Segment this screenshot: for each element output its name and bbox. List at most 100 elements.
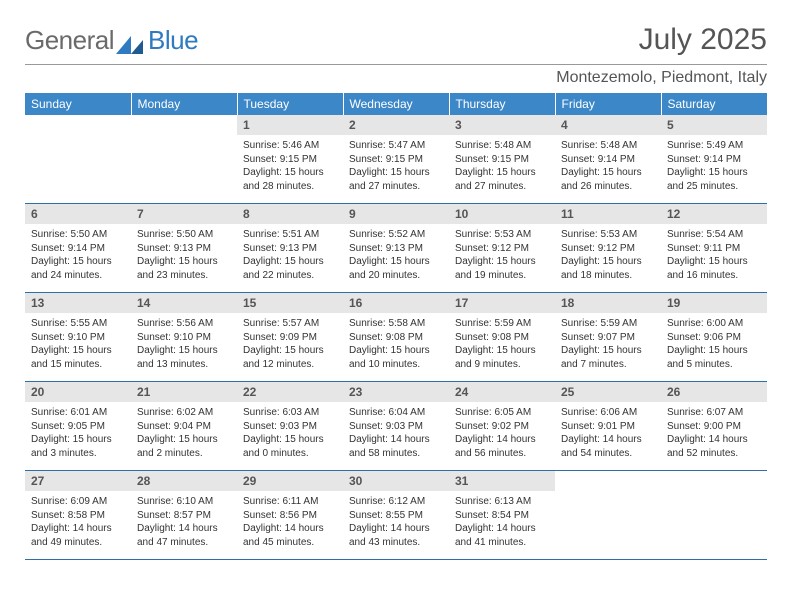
calendar-grid: SundayMondayTuesdayWednesdayThursdayFrid… [25,93,767,560]
calendar-cell: 26Sunrise: 6:07 AMSunset: 9:00 PMDayligh… [661,382,767,471]
day-number: 5 [661,115,767,135]
day-details: Sunrise: 5:48 AMSunset: 9:15 PMDaylight:… [449,135,555,197]
day-details: Sunrise: 5:58 AMSunset: 9:08 PMDaylight:… [343,313,449,375]
day-number: 19 [661,293,767,313]
day-details: Sunrise: 5:49 AMSunset: 9:14 PMDaylight:… [661,135,767,197]
day-details: Sunrise: 5:54 AMSunset: 9:11 PMDaylight:… [661,224,767,286]
day-header: Thursday [449,93,555,115]
calendar-cell: 25Sunrise: 6:06 AMSunset: 9:01 PMDayligh… [555,382,661,471]
day-number: 31 [449,471,555,491]
calendar-cell: 12Sunrise: 5:54 AMSunset: 9:11 PMDayligh… [661,204,767,293]
calendar-cell: 2Sunrise: 5:47 AMSunset: 9:15 PMDaylight… [343,115,449,204]
calendar-cell: 30Sunrise: 6:12 AMSunset: 8:55 PMDayligh… [343,471,449,560]
day-number: 28 [131,471,237,491]
calendar-cell: . [555,471,661,560]
calendar-cell: 10Sunrise: 5:53 AMSunset: 9:12 PMDayligh… [449,204,555,293]
day-number: 15 [237,293,343,313]
day-number: 9 [343,204,449,224]
month-title: July 2025 [639,25,767,55]
day-number: 24 [449,382,555,402]
day-number: 16 [343,293,449,313]
calendar-cell: 4Sunrise: 5:48 AMSunset: 9:14 PMDaylight… [555,115,661,204]
day-details: Sunrise: 6:00 AMSunset: 9:06 PMDaylight:… [661,313,767,375]
day-number: 30 [343,471,449,491]
day-details: Sunrise: 5:53 AMSunset: 9:12 PMDaylight:… [555,224,661,286]
calendar-cell: 21Sunrise: 6:02 AMSunset: 9:04 PMDayligh… [131,382,237,471]
day-details: Sunrise: 5:53 AMSunset: 9:12 PMDaylight:… [449,224,555,286]
day-details: Sunrise: 5:59 AMSunset: 9:08 PMDaylight:… [449,313,555,375]
day-number: 12 [661,204,767,224]
day-number: 25 [555,382,661,402]
day-details: Sunrise: 6:05 AMSunset: 9:02 PMDaylight:… [449,402,555,464]
day-number: 11 [555,204,661,224]
day-number: 8 [237,204,343,224]
calendar-cell: 3Sunrise: 5:48 AMSunset: 9:15 PMDaylight… [449,115,555,204]
day-details: Sunrise: 5:57 AMSunset: 9:09 PMDaylight:… [237,313,343,375]
day-details: Sunrise: 6:10 AMSunset: 8:57 PMDaylight:… [131,491,237,553]
day-header: Monday [131,93,237,115]
calendar-cell: 17Sunrise: 5:59 AMSunset: 9:08 PMDayligh… [449,293,555,382]
logo-mark-icon [116,30,146,52]
day-header: Wednesday [343,93,449,115]
calendar-cell: 23Sunrise: 6:04 AMSunset: 9:03 PMDayligh… [343,382,449,471]
calendar-cell: 5Sunrise: 5:49 AMSunset: 9:14 PMDaylight… [661,115,767,204]
day-number: 17 [449,293,555,313]
day-details: Sunrise: 5:48 AMSunset: 9:14 PMDaylight:… [555,135,661,197]
day-number: 6 [25,204,131,224]
day-number: 10 [449,204,555,224]
calendar-cell: . [25,115,131,204]
calendar-cell: 1Sunrise: 5:46 AMSunset: 9:15 PMDaylight… [237,115,343,204]
day-number: 1 [237,115,343,135]
day-details: Sunrise: 6:03 AMSunset: 9:03 PMDaylight:… [237,402,343,464]
calendar-cell: 14Sunrise: 5:56 AMSunset: 9:10 PMDayligh… [131,293,237,382]
day-number: 21 [131,382,237,402]
calendar-cell: 13Sunrise: 5:55 AMSunset: 9:10 PMDayligh… [25,293,131,382]
logo-text-2: Blue [148,25,198,56]
calendar-cell: . [131,115,237,204]
day-number: 23 [343,382,449,402]
day-details: Sunrise: 6:02 AMSunset: 9:04 PMDaylight:… [131,402,237,464]
day-details: Sunrise: 6:01 AMSunset: 9:05 PMDaylight:… [25,402,131,464]
day-number: 29 [237,471,343,491]
day-details: Sunrise: 6:09 AMSunset: 8:58 PMDaylight:… [25,491,131,553]
calendar-cell: 7Sunrise: 5:50 AMSunset: 9:13 PMDaylight… [131,204,237,293]
calendar-cell: 15Sunrise: 5:57 AMSunset: 9:09 PMDayligh… [237,293,343,382]
calendar-cell: 20Sunrise: 6:01 AMSunset: 9:05 PMDayligh… [25,382,131,471]
day-details: Sunrise: 5:47 AMSunset: 9:15 PMDaylight:… [343,135,449,197]
day-number: 26 [661,382,767,402]
day-details: Sunrise: 6:12 AMSunset: 8:55 PMDaylight:… [343,491,449,553]
day-number: 3 [449,115,555,135]
day-details: Sunrise: 6:13 AMSunset: 8:54 PMDaylight:… [449,491,555,553]
calendar-cell: 19Sunrise: 6:00 AMSunset: 9:06 PMDayligh… [661,293,767,382]
day-number: 4 [555,115,661,135]
day-number: 14 [131,293,237,313]
day-number: 20 [25,382,131,402]
calendar-cell: 8Sunrise: 5:51 AMSunset: 9:13 PMDaylight… [237,204,343,293]
day-number: 2 [343,115,449,135]
day-details: Sunrise: 5:59 AMSunset: 9:07 PMDaylight:… [555,313,661,375]
day-details: Sunrise: 6:07 AMSunset: 9:00 PMDaylight:… [661,402,767,464]
calendar-cell: 31Sunrise: 6:13 AMSunset: 8:54 PMDayligh… [449,471,555,560]
day-header: Tuesday [237,93,343,115]
day-number: 22 [237,382,343,402]
calendar-cell: 9Sunrise: 5:52 AMSunset: 9:13 PMDaylight… [343,204,449,293]
calendar-cell: 24Sunrise: 6:05 AMSunset: 9:02 PMDayligh… [449,382,555,471]
day-details: Sunrise: 6:11 AMSunset: 8:56 PMDaylight:… [237,491,343,553]
day-number: 27 [25,471,131,491]
day-header: Saturday [661,93,767,115]
day-details: Sunrise: 5:52 AMSunset: 9:13 PMDaylight:… [343,224,449,286]
day-number: 7 [131,204,237,224]
calendar-cell: 22Sunrise: 6:03 AMSunset: 9:03 PMDayligh… [237,382,343,471]
calendar-cell: 28Sunrise: 6:10 AMSunset: 8:57 PMDayligh… [131,471,237,560]
day-header: Sunday [25,93,131,115]
day-details: Sunrise: 5:46 AMSunset: 9:15 PMDaylight:… [237,135,343,197]
day-details: Sunrise: 5:50 AMSunset: 9:14 PMDaylight:… [25,224,131,286]
day-details: Sunrise: 6:04 AMSunset: 9:03 PMDaylight:… [343,402,449,464]
calendar-cell: 29Sunrise: 6:11 AMSunset: 8:56 PMDayligh… [237,471,343,560]
day-header: Friday [555,93,661,115]
calendar-cell: . [661,471,767,560]
day-details: Sunrise: 5:50 AMSunset: 9:13 PMDaylight:… [131,224,237,286]
location-label: Montezemolo, Piedmont, Italy [25,64,767,87]
calendar-cell: 6Sunrise: 5:50 AMSunset: 9:14 PMDaylight… [25,204,131,293]
day-details: Sunrise: 5:55 AMSunset: 9:10 PMDaylight:… [25,313,131,375]
